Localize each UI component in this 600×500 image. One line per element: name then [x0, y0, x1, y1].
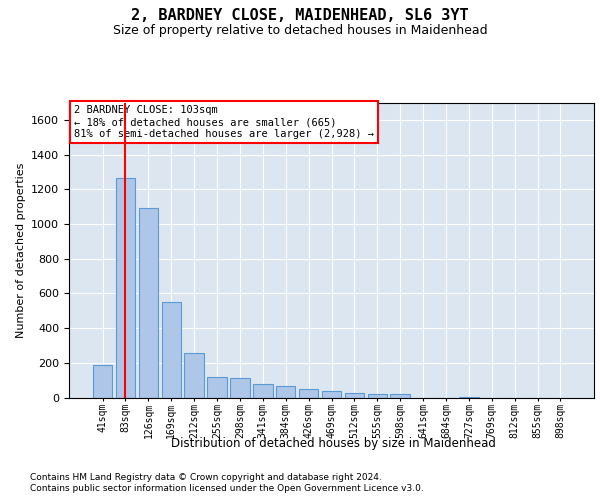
Text: Contains HM Land Registry data © Crown copyright and database right 2024.: Contains HM Land Registry data © Crown c… [30, 472, 382, 482]
Text: 2, BARDNEY CLOSE, MAIDENHEAD, SL6 3YT: 2, BARDNEY CLOSE, MAIDENHEAD, SL6 3YT [131, 8, 469, 22]
Bar [368, 394, 387, 398]
Bar [344, 393, 364, 398]
Bar [184, 353, 204, 398]
Bar [208, 376, 227, 398]
Bar [459, 396, 479, 398]
Bar [253, 384, 272, 398]
Bar [161, 302, 181, 398]
Bar [322, 392, 341, 398]
Text: Contains public sector information licensed under the Open Government Licence v3: Contains public sector information licen… [30, 484, 424, 493]
Bar [299, 389, 319, 398]
Bar [93, 364, 112, 398]
Text: 2 BARDNEY CLOSE: 103sqm
← 18% of detached houses are smaller (665)
81% of semi-d: 2 BARDNEY CLOSE: 103sqm ← 18% of detache… [74, 106, 374, 138]
Bar [230, 378, 250, 398]
Bar [391, 394, 410, 398]
Bar [276, 386, 295, 398]
Bar [116, 178, 135, 398]
Bar [139, 208, 158, 398]
Y-axis label: Number of detached properties: Number of detached properties [16, 162, 26, 338]
Text: Size of property relative to detached houses in Maidenhead: Size of property relative to detached ho… [113, 24, 487, 37]
Text: Distribution of detached houses by size in Maidenhead: Distribution of detached houses by size … [170, 438, 496, 450]
